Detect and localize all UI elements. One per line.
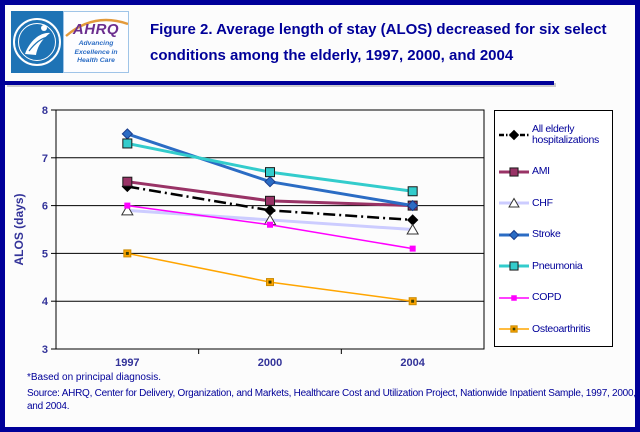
chart-marker — [406, 199, 419, 212]
agency-logo: AHRQ Advancing Excellence in Health Care — [11, 11, 129, 73]
ahrq-acronym: AHRQ — [72, 21, 120, 38]
x-tick-label: 2000 — [258, 357, 282, 369]
chart-marker — [264, 204, 276, 217]
chart-marker — [264, 175, 276, 188]
chart-marker-dot — [411, 299, 415, 303]
legend-label: AMI — [532, 165, 550, 177]
legend-label: Pneumonia — [532, 259, 583, 272]
legend: All elderly hospitalizations AMI CHF Stroke… — [494, 110, 613, 347]
legend-label: Osteoarthritis — [532, 322, 591, 335]
legend-label: CHF — [532, 196, 553, 209]
y-axis-label: ALOS (days) — [12, 193, 26, 265]
legend-label: All elderly hospitalizations — [532, 122, 599, 146]
chart-marker — [406, 214, 419, 226]
legend-key-icon — [499, 325, 529, 333]
x-tick-label: 1997 — [115, 357, 139, 369]
chart-marker — [122, 138, 133, 149]
legend-label: Stroke — [532, 228, 561, 240]
chart-marker-dot — [268, 280, 272, 284]
y-tick-label: 4 — [42, 296, 49, 308]
chart-marker — [124, 202, 131, 209]
footnotes: *Based on principal diagnosis. Source: A… — [27, 372, 636, 413]
chart-marker — [509, 167, 519, 177]
figure-title: Figure 2. Average length of stay (ALOS) … — [150, 21, 607, 64]
chart-marker — [407, 186, 418, 197]
chart-marker — [122, 176, 133, 187]
y-tick-label: 5 — [42, 248, 48, 260]
hhs-eagle-icon — [13, 18, 61, 66]
chart-marker — [508, 129, 520, 141]
header-divider — [5, 81, 554, 85]
legend-key-icon — [499, 197, 529, 208]
y-tick-label: 7 — [42, 153, 48, 165]
chart-marker-dot — [125, 251, 129, 255]
legend-item-chf: CHF — [499, 188, 610, 220]
legend-key-icon — [499, 229, 529, 240]
chart: 3 4 5 6 7 8 1997 2000 2004 ALOS (days) All elderl… — [5, 85, 635, 385]
chart-marker — [511, 295, 517, 301]
ahrq-tagline: Advancing Excellence in Health Care — [74, 40, 118, 64]
plot-frame — [55, 109, 485, 350]
x-tick-label: 2004 — [400, 357, 425, 369]
chart-marker — [409, 245, 416, 252]
ahrq-arc-icon — [65, 18, 128, 37]
legend-item-ami: AMI — [499, 156, 610, 188]
chart-marker — [508, 229, 520, 240]
chart-marker — [120, 204, 134, 216]
legend-label: COPD — [532, 291, 562, 303]
chart-marker — [265, 167, 275, 178]
legend-item-copd: COPD — [499, 282, 610, 314]
ahrq-logo: AHRQ Advancing Excellence in Health Care — [63, 11, 129, 73]
legend-key-icon — [499, 129, 529, 141]
y-tick-label: 3 — [42, 344, 48, 356]
source-note: Source: AHRQ, Center for Delivery, Organ… — [27, 388, 636, 412]
legend-key-icon — [499, 167, 529, 177]
hhs-logo — [11, 11, 63, 73]
legend-key-icon — [499, 261, 529, 271]
chart-marker — [265, 195, 275, 206]
footnote: *Based on principal diagnosis. — [27, 372, 161, 383]
chart-series-line — [127, 252, 413, 302]
chart-series-line — [127, 185, 413, 222]
y-tick-label: 8 — [42, 105, 48, 117]
chart-marker-dot — [512, 327, 516, 331]
legend-item-stroke: Stroke — [499, 219, 610, 251]
y-tick-label: 6 — [42, 201, 48, 213]
chart-marker — [509, 261, 519, 271]
legend-item-all-elderly-hospitalizations: All elderly hospitalizations — [499, 114, 610, 156]
line-chart: 3 4 5 6 7 8 1997 2000 2004 ALOS (days) — [12, 105, 485, 369]
chart-marker — [406, 223, 420, 235]
legend-item-osteoarthritis: Osteoarthritis — [499, 314, 610, 346]
chart-marker — [121, 128, 134, 140]
legend-key-icon — [499, 295, 529, 301]
chart-marker — [508, 197, 520, 208]
legend-item-pneumonia: Pneumonia — [499, 251, 610, 283]
chart-marker — [267, 221, 273, 228]
